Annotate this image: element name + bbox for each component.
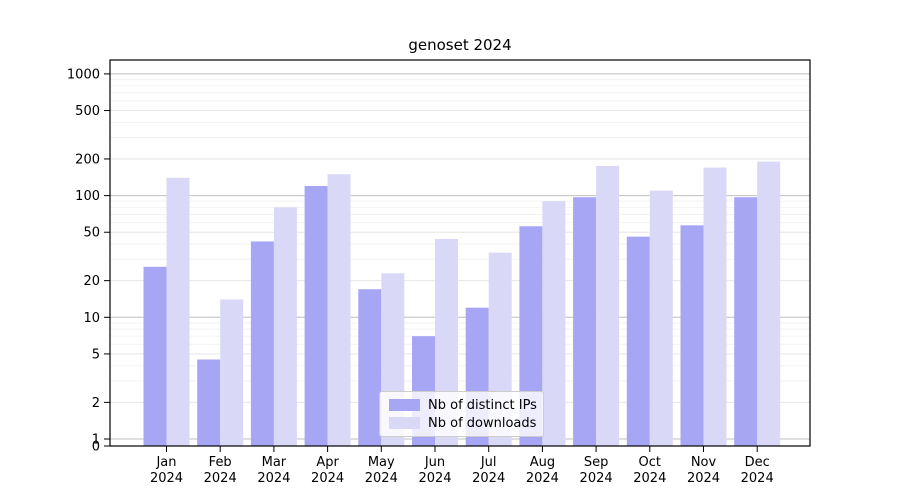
bar-downloads-aug bbox=[542, 201, 566, 446]
x-tick-label-month: Mar bbox=[262, 455, 287, 470]
x-tick-label-year: 2024 bbox=[418, 471, 451, 486]
bar-downloads-dec bbox=[757, 161, 781, 446]
bar-distinct-ips-oct bbox=[626, 236, 650, 446]
x-tick-label-month: Nov bbox=[691, 455, 717, 470]
legend-label-downloads: Nb of downloads bbox=[428, 415, 537, 431]
legend: Nb of distinct IPs Nb of downloads bbox=[379, 391, 544, 437]
y-tick-label: 200 bbox=[75, 152, 100, 167]
legend-swatch-downloads bbox=[389, 417, 420, 429]
x-tick-label-month: Aug bbox=[530, 455, 555, 470]
bar-downloads-feb bbox=[220, 299, 244, 446]
x-tick-label-year: 2024 bbox=[633, 471, 666, 486]
bar-distinct-ips-jan bbox=[143, 266, 167, 446]
bar-downloads-apr bbox=[327, 174, 351, 447]
x-tick-label-year: 2024 bbox=[257, 471, 290, 486]
bar-downloads-jan bbox=[166, 177, 190, 446]
x-tick-label-year: 2024 bbox=[687, 471, 720, 486]
y-tick-label: 50 bbox=[83, 226, 100, 241]
legend-label-distinct-ips: Nb of distinct IPs bbox=[428, 397, 537, 413]
axes-frame bbox=[109, 59, 811, 447]
x-tick-label-month: Dec bbox=[745, 455, 770, 470]
x-tick-label-month: Oct bbox=[639, 455, 661, 470]
x-tick-label-month: Feb bbox=[209, 455, 232, 470]
x-tick-label-year: 2024 bbox=[580, 471, 613, 486]
x-tick-label-year: 2024 bbox=[472, 471, 505, 486]
bar-downloads-mar bbox=[273, 207, 297, 446]
bar-distinct-ips-nov bbox=[680, 225, 704, 446]
x-tick-label-month: May bbox=[368, 455, 395, 470]
x-tick-label-month: Apr bbox=[316, 455, 339, 470]
y-tick-label: 20 bbox=[83, 274, 100, 289]
bar-distinct-ips-may bbox=[358, 289, 382, 446]
y-tick-label: 10 bbox=[83, 311, 100, 326]
x-tick-label-month: Jul bbox=[480, 455, 497, 470]
x-tick-label-year: 2024 bbox=[311, 471, 344, 486]
x-tick-label-year: 2024 bbox=[741, 471, 774, 486]
x-tick-label-month: Jun bbox=[424, 455, 445, 470]
x-tick-label-year: 2024 bbox=[150, 471, 183, 486]
x-tick-label-month: Jan bbox=[155, 455, 176, 470]
bar-downloads-sep bbox=[596, 166, 620, 446]
y-tick-label: 100 bbox=[75, 189, 100, 204]
bar-distinct-ips-mar bbox=[250, 241, 274, 446]
bar-downloads-oct bbox=[649, 190, 673, 446]
x-tick-label-year: 2024 bbox=[204, 471, 237, 486]
y-tick-label: 2 bbox=[92, 396, 100, 411]
bar-distinct-ips-apr bbox=[304, 185, 328, 447]
y-tick-label: 0 bbox=[92, 440, 100, 455]
y-tick-label: 500 bbox=[75, 104, 100, 119]
bar-distinct-ips-dec bbox=[734, 197, 758, 446]
x-tick-label-year: 2024 bbox=[526, 471, 559, 486]
bar-distinct-ips-sep bbox=[573, 197, 597, 446]
x-tick-label-month: Sep bbox=[584, 455, 609, 470]
y-tick-label: 1 bbox=[92, 433, 100, 448]
legend-row-downloads: Nb of downloads bbox=[389, 415, 537, 432]
bar-downloads-nov bbox=[703, 167, 727, 446]
y-tick-label: 5 bbox=[92, 347, 100, 362]
bar-distinct-ips-feb bbox=[197, 359, 221, 446]
y-tick-label: 1000 bbox=[67, 67, 100, 82]
legend-swatch-distinct-ips bbox=[389, 399, 420, 411]
x-tick-label-year: 2024 bbox=[365, 471, 398, 486]
legend-row-distinct-ips: Nb of distinct IPs bbox=[389, 397, 537, 414]
chart-title: genoset 2024 bbox=[408, 36, 512, 54]
